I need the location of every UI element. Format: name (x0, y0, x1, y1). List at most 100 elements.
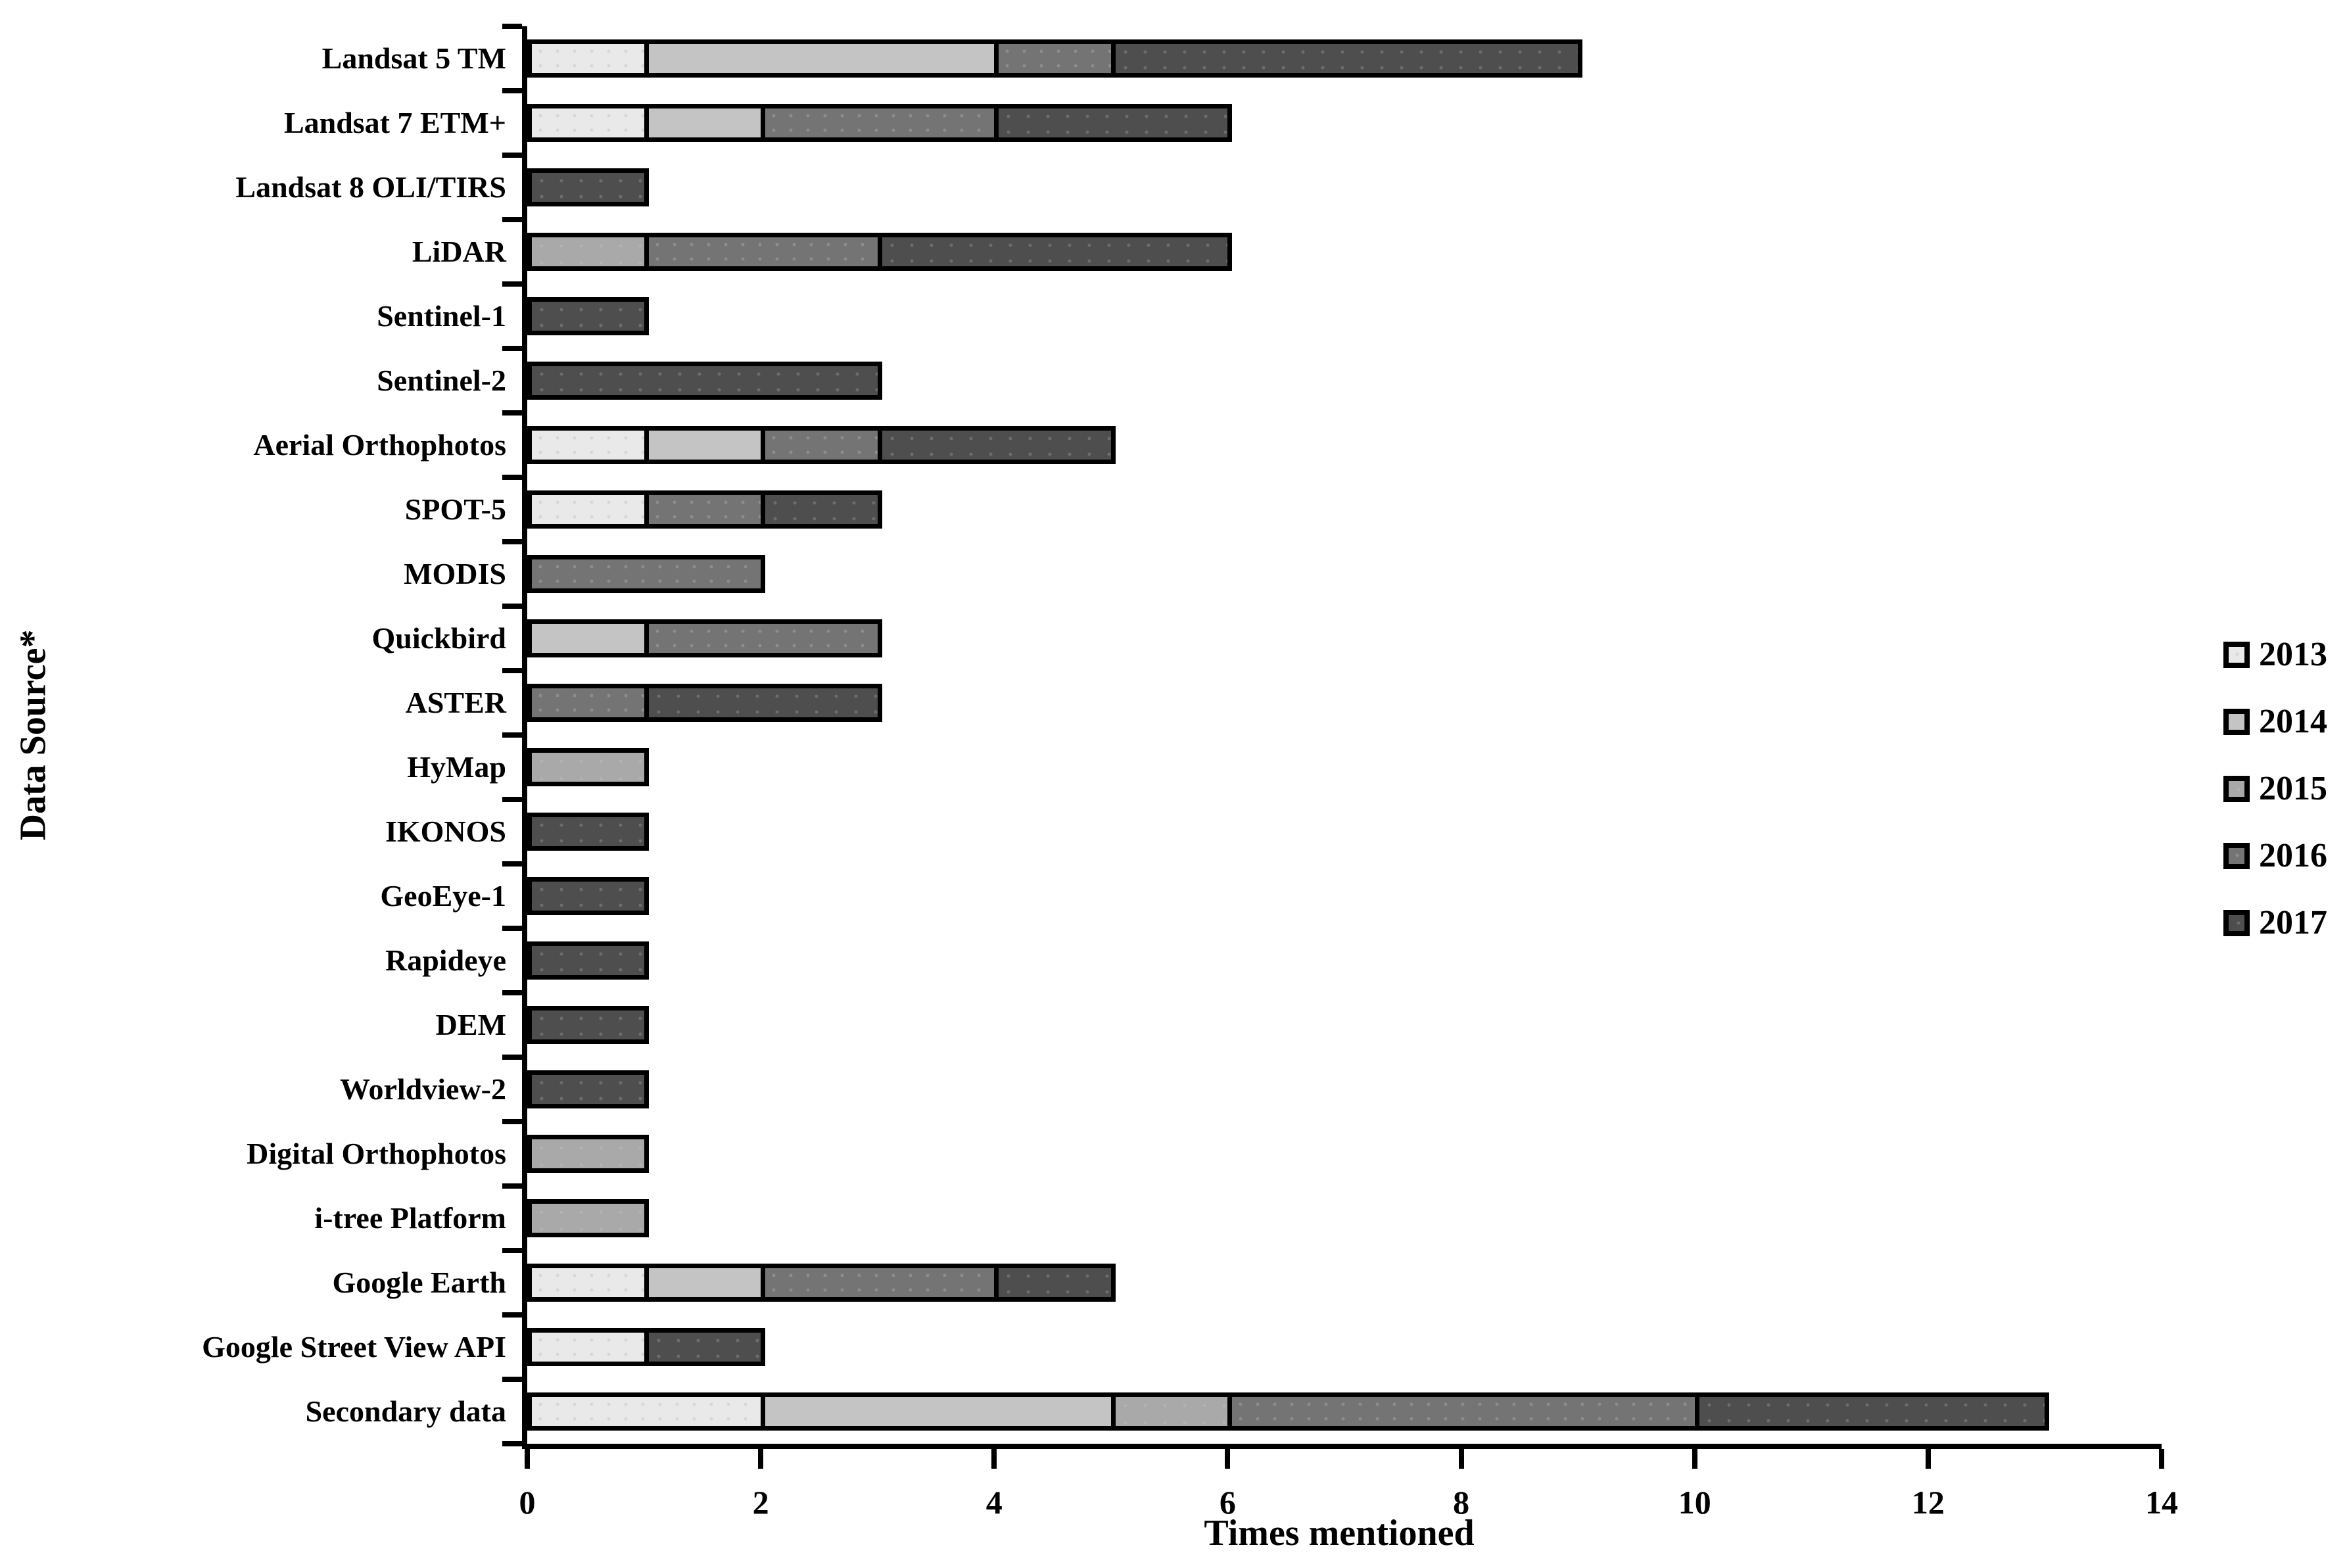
bar-row (527, 91, 2162, 155)
x-axis-tick-label: 10 (1678, 1484, 1711, 1521)
bar-segment-2014 (761, 1392, 1116, 1431)
bar-row (527, 413, 2162, 477)
stacked-bar (527, 1328, 766, 1366)
x-axis-tick (991, 1449, 997, 1469)
y-axis-tick (502, 217, 522, 222)
bar-segment-2015 (1110, 1392, 1233, 1431)
y-axis-tick (502, 1183, 522, 1189)
bar-segment-2017 (527, 168, 649, 206)
bar-segment-2017 (527, 877, 649, 915)
category-label: Aerial Orthophotos (253, 428, 506, 462)
legend: 2013 2014 2015 2016 2017 (2223, 638, 2327, 974)
y-axis-tick (502, 861, 522, 867)
category-label: i-tree Platform (314, 1201, 506, 1235)
bar-row (527, 1379, 2162, 1444)
bar-row (527, 928, 2162, 993)
bar-segment-2016 (527, 555, 766, 593)
bar-segment-2017 (994, 1264, 1116, 1302)
bar-segment-2016 (644, 619, 882, 657)
y-axis-tick (502, 926, 522, 931)
category-label: LiDAR (412, 235, 506, 268)
y-axis-tick (502, 604, 522, 609)
category-label: SPOT-5 (404, 492, 506, 526)
category-label: GeoEye-1 (380, 879, 506, 913)
legend-item: 2014 (2223, 703, 2327, 740)
bar-segment-2017 (761, 490, 882, 529)
legend-swatch (2223, 709, 2250, 735)
legend-swatch (2223, 843, 2250, 869)
stacked-bar (527, 1199, 649, 1237)
category-label: ASTER (405, 686, 506, 719)
x-axis-tick (525, 1449, 530, 1469)
bar-row (527, 348, 2162, 413)
stacked-bar (527, 426, 1116, 464)
bar-row (527, 671, 2162, 735)
bar-row (527, 220, 2162, 284)
bar-segment-2017 (527, 941, 649, 980)
x-axis-tick-label: 0 (519, 1484, 536, 1521)
bar-row (527, 1315, 2162, 1379)
x-axis-tick (1692, 1449, 1697, 1469)
category-label: Sentinel-1 (377, 299, 506, 333)
stacked-bar (527, 104, 1233, 142)
stacked-bar (527, 168, 649, 206)
bar-row (527, 1186, 2162, 1250)
bar-segment-2017 (877, 233, 1233, 271)
stacked-bar (527, 1264, 1116, 1302)
bar-row (527, 284, 2162, 348)
bar-segment-2013 (527, 1392, 766, 1431)
x-axis-tick-label: 12 (1911, 1484, 1945, 1521)
category-label: Worldview-2 (340, 1072, 506, 1106)
stacked-bar (527, 297, 649, 335)
y-axis-tick (502, 1119, 522, 1124)
legend-swatch (2223, 776, 2250, 802)
bar-row (527, 735, 2162, 799)
bar-segment-2015 (527, 1199, 649, 1237)
y-axis-tick (502, 475, 522, 480)
y-axis-tick (502, 732, 522, 738)
category-label: Google Earth (332, 1266, 506, 1299)
x-axis-title: Times mentioned (1204, 1513, 1475, 1554)
bar-segment-2014 (644, 1264, 766, 1302)
bar-segment-2013 (527, 104, 649, 142)
bar-row (527, 799, 2162, 864)
y-axis-tick (502, 1312, 522, 1318)
bar-segment-2017 (994, 104, 1233, 142)
y-axis-tick (502, 668, 522, 673)
bar-segment-2017 (527, 297, 649, 335)
x-axis-tick-label: 6 (1219, 1484, 1236, 1521)
bar-segment-2016 (644, 233, 882, 271)
bar-row (527, 155, 2162, 220)
legend-label: 2017 (2259, 904, 2327, 941)
y-axis-tick (502, 539, 522, 544)
category-label: Quickbird (371, 621, 506, 655)
legend-label: 2015 (2259, 770, 2327, 807)
stacked-bar (527, 877, 649, 915)
x-axis-tick-label: 14 (2145, 1484, 2178, 1521)
bar-segment-2017 (527, 813, 649, 851)
legend-label: 2014 (2259, 703, 2327, 740)
bar-segment-2013 (527, 1328, 649, 1366)
y-axis-tick (502, 346, 522, 351)
plot-area: 0 2 4 6 8 10 12 14 (502, 24, 2178, 1521)
bar-segment-2017 (877, 426, 1116, 464)
bar-segment-2017 (1694, 1392, 2050, 1431)
bar-segment-2016 (761, 104, 999, 142)
y-axis-tick (502, 281, 522, 287)
bar-row (527, 1057, 2162, 1122)
bar-segment-2013 (527, 1264, 649, 1302)
stacked-bar (527, 1006, 649, 1044)
category-label: Landsat 5 TM (321, 41, 506, 75)
x-axis-tick (1925, 1449, 1931, 1469)
legend-item: 2017 (2223, 904, 2327, 941)
legend-swatch (2223, 642, 2250, 668)
bar-segment-2016 (994, 39, 1116, 78)
bar-segment-2016 (761, 426, 882, 464)
y-axis-tick (502, 410, 522, 416)
bar-segment-2015 (527, 233, 649, 271)
x-axis-tick-label: 8 (1453, 1484, 1470, 1521)
y-axis-tick (502, 1377, 522, 1382)
stacked-bar (527, 233, 1233, 271)
bar-segment-2014 (527, 619, 649, 657)
category-label: Sentinel-2 (377, 364, 506, 397)
